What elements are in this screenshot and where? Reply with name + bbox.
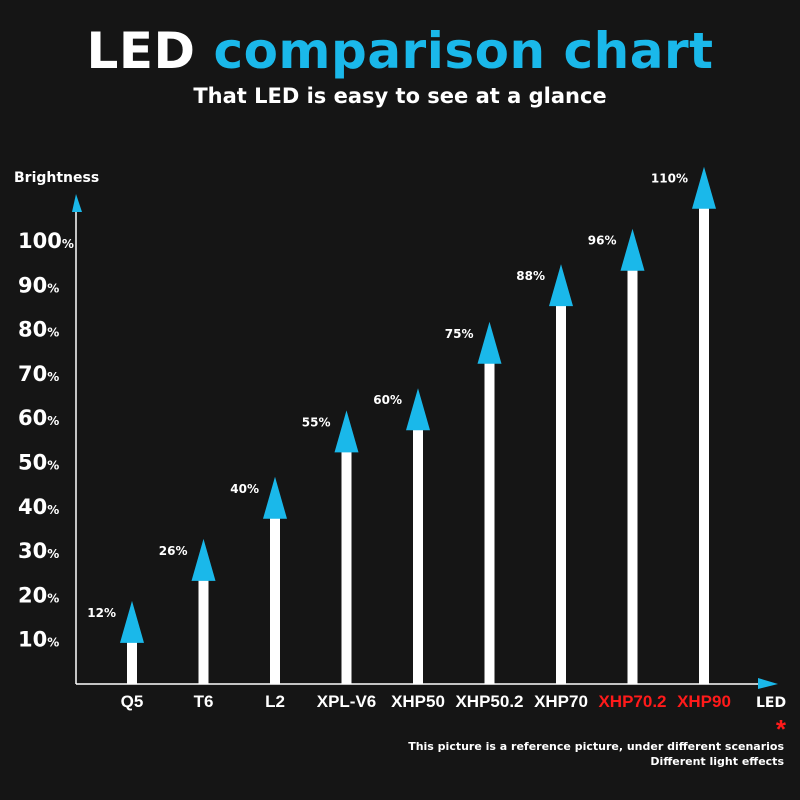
footnote-asterisk: *: [775, 714, 786, 744]
x-tick-label-XHP50.2: XHP50.2: [455, 692, 523, 711]
y-tick-label: 30%: [18, 539, 59, 563]
title-comparison-chart: comparison chart: [213, 22, 714, 80]
bar-Q5: [127, 630, 137, 684]
data-label-Q5: 12%: [87, 606, 116, 620]
x-tick-label-T6: T6: [194, 692, 214, 711]
data-label-XHP90: 110%: [651, 172, 688, 186]
x-tick-label-XHP70: XHP70: [534, 692, 588, 711]
bar-XHP70: [556, 294, 566, 684]
bar-arrow-XPL-V6: [334, 410, 359, 453]
data-label-XPL-V6: 55%: [302, 415, 331, 429]
chart-subtitle: That LED is easy to see at a glance: [193, 84, 607, 108]
bar-L2: [270, 506, 280, 684]
bar-arrow-XHP50.2: [477, 321, 502, 364]
bar-T6: [198, 568, 209, 684]
footnote-line-1: This picture is a reference picture, und…: [408, 740, 784, 753]
data-label-XHP50.2: 75%: [445, 327, 474, 341]
y-tick-label: 50%: [18, 451, 59, 475]
y-tick-label: 40%: [18, 495, 59, 519]
bar-XHP90: [699, 196, 709, 684]
data-label-XHP50: 60%: [373, 393, 402, 407]
y-axis-label: Brightness: [14, 170, 99, 186]
x-axis-label: LED: [756, 695, 786, 711]
data-label-XHP70.2: 96%: [588, 234, 617, 248]
x-tick-label-L2: L2: [265, 692, 285, 711]
y-tick-label: 60%: [18, 406, 59, 430]
y-tick-label: 100%: [18, 229, 74, 253]
bar-XHP70.2: [627, 258, 638, 684]
data-label-L2: 40%: [230, 482, 259, 496]
y-tick-label: 10%: [18, 628, 59, 652]
bar-XHP50: [413, 418, 423, 684]
y-tick-label: 90%: [18, 273, 59, 297]
bar-arrow-XHP70.2: [620, 228, 645, 271]
x-tick-label-XPL-V6: XPL-V6: [317, 692, 377, 711]
x-tick-label-XHP70.2: XHP70.2: [598, 692, 666, 711]
title-led: LED: [86, 22, 196, 80]
bar-XPL-V6: [341, 440, 352, 684]
bar-arrow-T6: [191, 538, 216, 581]
y-tick-label: 80%: [18, 318, 59, 342]
x-axis-arrow: [758, 678, 778, 689]
y-tick-label: 70%: [18, 362, 59, 386]
x-tick-label-XHP50: XHP50: [391, 692, 445, 711]
bar-arrow-L2: [263, 476, 287, 519]
y-tick-label: 20%: [18, 583, 59, 607]
bar-arrow-XHP90: [692, 166, 716, 209]
y-axis-arrow: [72, 194, 82, 212]
bar-arrow-Q5: [120, 600, 144, 643]
footnote-line-2: Different light effects: [650, 755, 784, 768]
bar-arrow-XHP50: [406, 388, 430, 431]
x-tick-label-XHP90: XHP90: [677, 692, 731, 711]
data-label-XHP70: 88%: [516, 269, 545, 283]
x-tick-label-Q5: Q5: [121, 692, 144, 711]
bar-XHP50.2: [484, 351, 495, 684]
data-label-T6: 26%: [159, 544, 188, 558]
chart-title: LED comparison chart: [0, 22, 800, 80]
bar-arrow-XHP70: [549, 264, 573, 307]
